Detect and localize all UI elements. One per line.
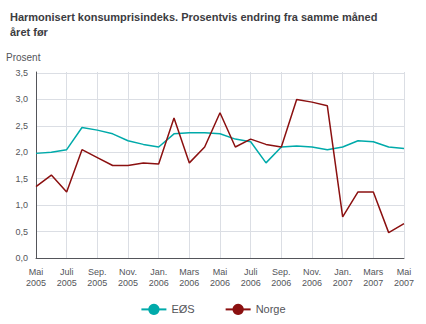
svg-text:3,5: 3,5 (15, 68, 28, 78)
svg-text:2006: 2006 (149, 278, 169, 288)
svg-text:Prosent: Prosent (6, 52, 41, 63)
svg-text:Mai: Mai (397, 267, 412, 277)
svg-text:Sep.: Sep. (88, 267, 107, 277)
svg-text:Juli: Juli (244, 267, 258, 277)
svg-text:2007: 2007 (363, 278, 383, 288)
svg-text:Sep.: Sep. (272, 267, 291, 277)
svg-text:Mai: Mai (213, 267, 228, 277)
svg-text:2005: 2005 (57, 278, 77, 288)
svg-text:0,0: 0,0 (15, 253, 28, 263)
svg-text:Juli: Juli (60, 267, 74, 277)
svg-text:2006: 2006 (302, 278, 322, 288)
svg-text:2007: 2007 (394, 278, 414, 288)
svg-text:2,5: 2,5 (15, 121, 28, 131)
svg-text:2006: 2006 (271, 278, 291, 288)
svg-text:Jan.: Jan. (334, 267, 351, 277)
svg-text:Harmonisert konsumprisindeks.: Harmonisert konsumprisindeks. Prosentvis… (10, 11, 377, 23)
svg-text:2006: 2006 (210, 278, 230, 288)
svg-text:Nov.: Nov. (119, 267, 137, 277)
svg-text:3,0: 3,0 (15, 94, 28, 104)
svg-text:EØS: EØS (171, 303, 194, 315)
svg-text:2,0: 2,0 (15, 147, 28, 157)
svg-text:2007: 2007 (333, 278, 353, 288)
svg-text:Mars: Mars (179, 267, 199, 277)
svg-text:1,0: 1,0 (15, 200, 28, 210)
svg-text:Nov.: Nov. (303, 267, 321, 277)
svg-text:2005: 2005 (26, 278, 46, 288)
svg-text:året før: året før (10, 26, 49, 38)
svg-text:Jan.: Jan. (150, 267, 167, 277)
svg-text:Mai: Mai (29, 267, 44, 277)
svg-text:1,5: 1,5 (15, 174, 28, 184)
svg-text:Mars: Mars (363, 267, 383, 277)
svg-text:0,5: 0,5 (15, 227, 28, 237)
svg-text:2006: 2006 (179, 278, 199, 288)
svg-text:2006: 2006 (241, 278, 261, 288)
svg-text:2005: 2005 (118, 278, 138, 288)
svg-text:2005: 2005 (87, 278, 107, 288)
svg-text:Norge: Norge (256, 303, 286, 315)
